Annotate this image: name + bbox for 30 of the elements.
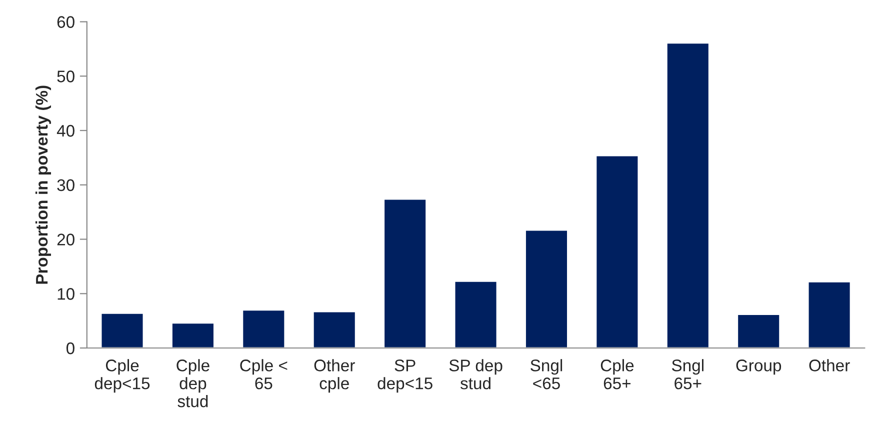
bar — [171, 322, 215, 348]
bar — [242, 309, 286, 348]
bar — [312, 310, 356, 348]
y-tick-label: 20 — [57, 234, 74, 246]
bar — [807, 280, 852, 348]
x-tick-label: Cple dep stud — [176, 359, 210, 408]
bar — [454, 280, 498, 348]
bar — [383, 198, 427, 348]
x-tick-label: Other cple — [314, 359, 355, 393]
x-tick-label: Sngl 65+ — [672, 359, 704, 390]
y-tick-label: 0 — [66, 342, 74, 354]
bar — [736, 314, 781, 348]
x-tick-label: Group — [736, 360, 782, 375]
x-tick-label: Cple 65+ — [600, 359, 634, 390]
y-axis-title: Proportion in poverty (%) — [35, 86, 51, 284]
bar — [524, 229, 568, 348]
bar — [666, 42, 710, 348]
bar — [100, 312, 144, 348]
x-tick-label: SP dep<15 — [378, 360, 432, 393]
y-tick-label: 40 — [56, 124, 74, 137]
x-tick-label: Sngl <65 — [530, 359, 562, 390]
x-tick-label: SP dep stud — [449, 359, 502, 390]
y-tick-label: 30 — [57, 179, 74, 192]
x-tick-label: Cple dep<15 — [94, 359, 150, 393]
bar — [595, 154, 640, 348]
x-tick-label: Cple < 65 — [240, 359, 288, 390]
y-tick-label: 50 — [57, 70, 74, 82]
y-tick-label: 60 — [57, 16, 74, 28]
y-tick-label: 10 — [58, 288, 74, 300]
x-tick-label: Other — [809, 359, 850, 372]
